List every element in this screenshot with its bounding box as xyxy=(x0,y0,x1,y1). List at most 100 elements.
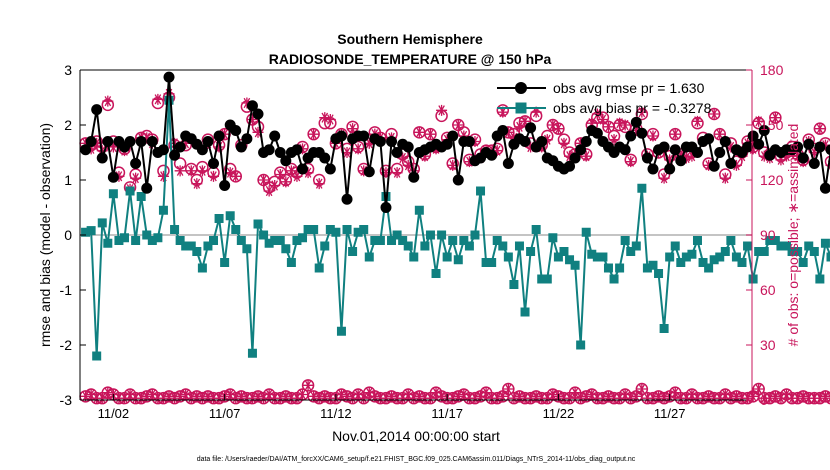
obs-assimilated-low-marker xyxy=(669,387,681,399)
bias-marker xyxy=(370,236,380,245)
bias-marker xyxy=(770,236,780,245)
obs-assimilated-marker xyxy=(619,119,631,131)
rmse-marker xyxy=(141,182,153,194)
obs-assimilated-marker xyxy=(280,176,292,188)
bias-marker xyxy=(353,227,363,237)
bias-marker xyxy=(286,258,296,267)
bias-marker xyxy=(431,269,441,278)
obs-assimilated-marker xyxy=(408,165,420,177)
obs-assimilated-low-marker xyxy=(569,387,581,399)
obs-assimilated-marker xyxy=(630,125,642,136)
bias-marker xyxy=(175,236,185,245)
obs-assimilated-marker xyxy=(163,88,175,100)
obs-assimilated-low-marker xyxy=(119,392,131,404)
obs-assimilated-marker xyxy=(80,137,92,149)
obs-assimilated-low-marker xyxy=(753,383,765,395)
bias-marker xyxy=(498,241,508,251)
rmse-marker xyxy=(380,202,392,213)
obs-assimilated-marker xyxy=(469,136,481,147)
rmse-marker xyxy=(196,144,208,156)
obs-assimilated-marker xyxy=(230,170,242,182)
rmse-marker xyxy=(208,158,220,169)
left-tick-label: -2 xyxy=(60,337,73,353)
bias-marker xyxy=(565,255,575,265)
rmse-marker xyxy=(297,163,309,175)
obs-assimilated-marker xyxy=(274,169,286,180)
obs-assimilated-low-marker xyxy=(680,392,692,404)
bias-marker xyxy=(687,249,697,259)
obs-assimilated-low-marker xyxy=(780,389,792,400)
bias-marker xyxy=(776,241,786,251)
bias-marker xyxy=(292,236,302,245)
bias-marker xyxy=(125,186,135,196)
bias-marker xyxy=(414,205,424,215)
obs-assimilated-low-marker xyxy=(363,387,375,399)
obs-assimilated-marker xyxy=(130,172,142,184)
bias-marker xyxy=(147,236,157,245)
x-tick-label: 11/17 xyxy=(431,406,463,421)
obs-assimilated-low-marker xyxy=(564,392,576,404)
rmse-marker xyxy=(575,144,587,156)
obs-assimilated-marker xyxy=(269,180,281,191)
chart-title: Southern Hemisphere xyxy=(337,31,483,47)
obs-assimilated-marker xyxy=(141,132,153,144)
obs-assimilated-low-marker xyxy=(430,387,442,399)
obs-assimilated-low-marker xyxy=(502,383,514,395)
obs-assimilated-low-marker xyxy=(541,392,553,404)
obs-assimilated-marker xyxy=(525,141,537,153)
rmse-marker xyxy=(408,171,420,183)
obs-assimilated-low-marker xyxy=(714,392,726,404)
obs-assimilated-marker xyxy=(219,128,231,140)
obs-assimilated-marker xyxy=(319,112,331,124)
left-tick-label: 3 xyxy=(64,62,72,78)
obs-assimilated-marker xyxy=(714,128,726,140)
bias-marker xyxy=(476,186,486,196)
rmse-marker xyxy=(252,108,264,120)
bias-marker xyxy=(637,183,647,193)
bias-marker xyxy=(181,241,191,251)
rmse-marker xyxy=(341,193,353,205)
obs-assimilated-marker xyxy=(397,152,409,164)
rmse-marker xyxy=(502,158,514,169)
obs-assimilated-low-marker xyxy=(146,389,158,400)
bias-marker xyxy=(698,258,708,267)
bias-marker xyxy=(720,247,730,256)
rmse-marker xyxy=(169,149,181,161)
obs-assimilated-marker xyxy=(341,147,353,158)
bias-marker xyxy=(676,258,686,267)
left-tick-label: -3 xyxy=(60,392,73,408)
obs-assimilated-marker xyxy=(347,123,359,135)
right-tick-label: 120 xyxy=(760,172,784,188)
legend-rmse-marker xyxy=(515,82,527,94)
bias-marker xyxy=(303,225,313,234)
obs-assimilated-marker xyxy=(564,150,576,162)
obs-assimilated-marker xyxy=(297,143,309,155)
bias-marker xyxy=(570,260,580,270)
bias-marker xyxy=(453,255,463,265)
rmse-marker xyxy=(102,136,114,147)
bias-marker xyxy=(120,233,130,243)
obs-assimilated-marker xyxy=(363,137,375,149)
obs-assimilated-marker xyxy=(636,106,648,118)
obs-assimilated-marker xyxy=(358,165,370,177)
bias-marker xyxy=(253,219,263,229)
x-tick-label: 11/12 xyxy=(320,406,352,421)
rmse-marker xyxy=(447,130,459,142)
bias-marker xyxy=(186,241,196,251)
obs-assimilated-marker xyxy=(419,150,431,162)
obs-assimilated-marker xyxy=(597,114,609,125)
obs-assimilated-marker xyxy=(730,159,742,171)
rmse-marker xyxy=(525,122,537,134)
obs-assimilated-marker xyxy=(402,159,414,171)
left-tick-label: 2 xyxy=(64,117,72,133)
obs-assimilated-marker xyxy=(703,159,715,171)
rmse-marker xyxy=(708,160,720,172)
rmse-marker xyxy=(486,149,498,161)
obs-assimilated-marker xyxy=(308,128,320,140)
obs-assimilated-marker xyxy=(85,143,97,155)
rmse-marker xyxy=(797,152,809,164)
bias-marker xyxy=(331,227,341,237)
rmse-marker xyxy=(714,147,726,158)
bias-marker xyxy=(214,214,224,223)
chart-subtitle: RADIOSONDE_TEMPERATURE @ 150 hPa xyxy=(269,51,552,67)
